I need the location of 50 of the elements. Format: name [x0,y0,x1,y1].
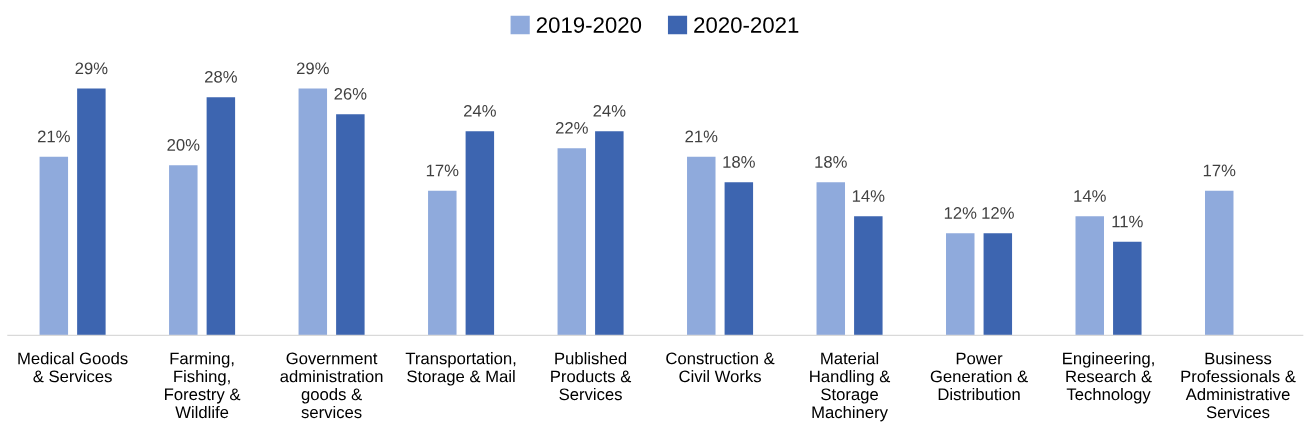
data-label: 24% [593,104,626,117]
data-label: 21% [37,130,70,143]
bar [169,165,198,336]
x-tick-label: Engineering, Research & Technology [1063,352,1154,404]
bar [595,131,624,336]
bar [336,114,365,336]
bar [557,148,587,336]
data-label: 29% [75,62,108,75]
legend-label: 2019-2020 [536,17,642,33]
data-label: 21% [685,130,718,143]
data-label: 28% [205,70,237,83]
data-label: 14% [1074,190,1106,202]
bar [946,233,975,336]
bar [428,190,457,336]
x-tick-label: Business Professionals & Administrative Services [1181,352,1296,419]
data-label: 29% [296,62,329,75]
x-tick-label: Construction & Civil Works [666,352,775,383]
x-tick-label: Government administration goods & services [280,352,383,419]
bar [1113,241,1142,336]
x-tick-label: Medical Goods & Services [18,352,128,383]
bar [816,182,846,336]
bar [1075,216,1104,336]
bar [854,216,883,336]
data-label: 12% [944,207,977,219]
bar [298,88,328,336]
data-label: 12% [982,207,1014,219]
x-tick-label: Farming, Fishing, Forestry & Wildlife [165,352,241,419]
data-label: 11% [1112,215,1143,228]
legend-label: 2020-2021 [694,17,799,33]
data-label: 20% [167,139,200,151]
x-tick-label: Material Handling & Storage Machinery [810,352,891,422]
bar [465,131,495,336]
bar [724,182,754,336]
x-tick-label: Published Products & Services [551,352,632,401]
data-label: 26% [334,87,367,100]
data-label: 22% [555,121,588,134]
bar [77,88,106,336]
data-label: 18% [815,156,847,168]
bar [687,156,716,336]
data-label: 17% [426,164,459,177]
data-label: 17% [1203,164,1236,177]
bar [39,156,69,336]
x-tick-label: Power Generation & Distribution [930,352,1028,401]
data-label: 14% [852,190,885,202]
data-label: 24% [464,104,496,117]
x-tick-label: Transportation, Storage & Mail [405,352,516,386]
bar [206,97,236,336]
bar [983,233,1013,336]
bar [1205,190,1234,336]
data-label: 18% [723,156,755,168]
